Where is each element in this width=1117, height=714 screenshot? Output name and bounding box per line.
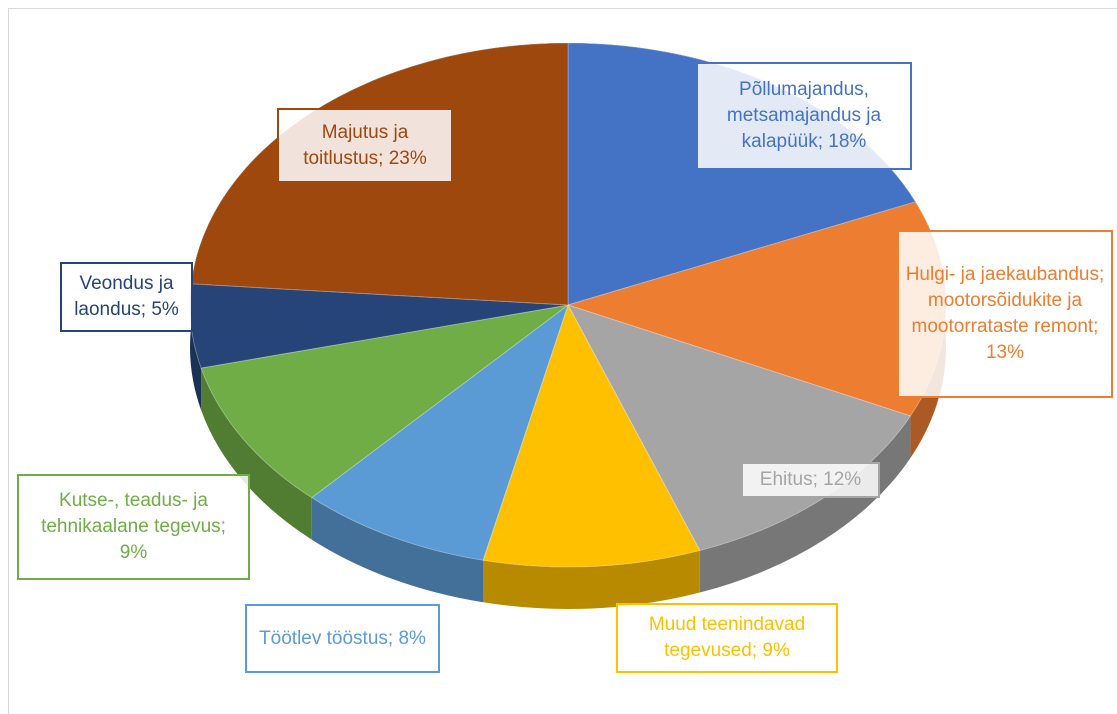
data-label: Töötlev tööstus; 8% [245,604,440,673]
data-label: Ehitus; 12% [741,462,880,498]
pie-slice-side [311,497,484,603]
pie-slice-side [201,368,312,540]
pie-slice [310,303,569,561]
pie-slice [200,304,569,499]
pie-slice-side [699,415,911,593]
pie-slice [482,303,701,568]
data-label: Kutse-, teadus- ja tehnikaalane tegevus;… [17,474,250,580]
data-label: Põllumajandus, metsamajandus ja kalapüük… [696,62,912,170]
data-label: Veondus ja laondus; 5% [60,262,193,332]
data-label: Majutus ja toitlustus; 23% [277,108,453,183]
pie-slice-side [483,550,700,609]
pie-slice-side [189,283,202,411]
data-label: Muud teenindavad tegevused; 9% [616,603,838,673]
data-label: Hulgi- ja jaekaubandus; mootorsõidukite … [897,230,1113,398]
chart-frame [8,8,1117,714]
